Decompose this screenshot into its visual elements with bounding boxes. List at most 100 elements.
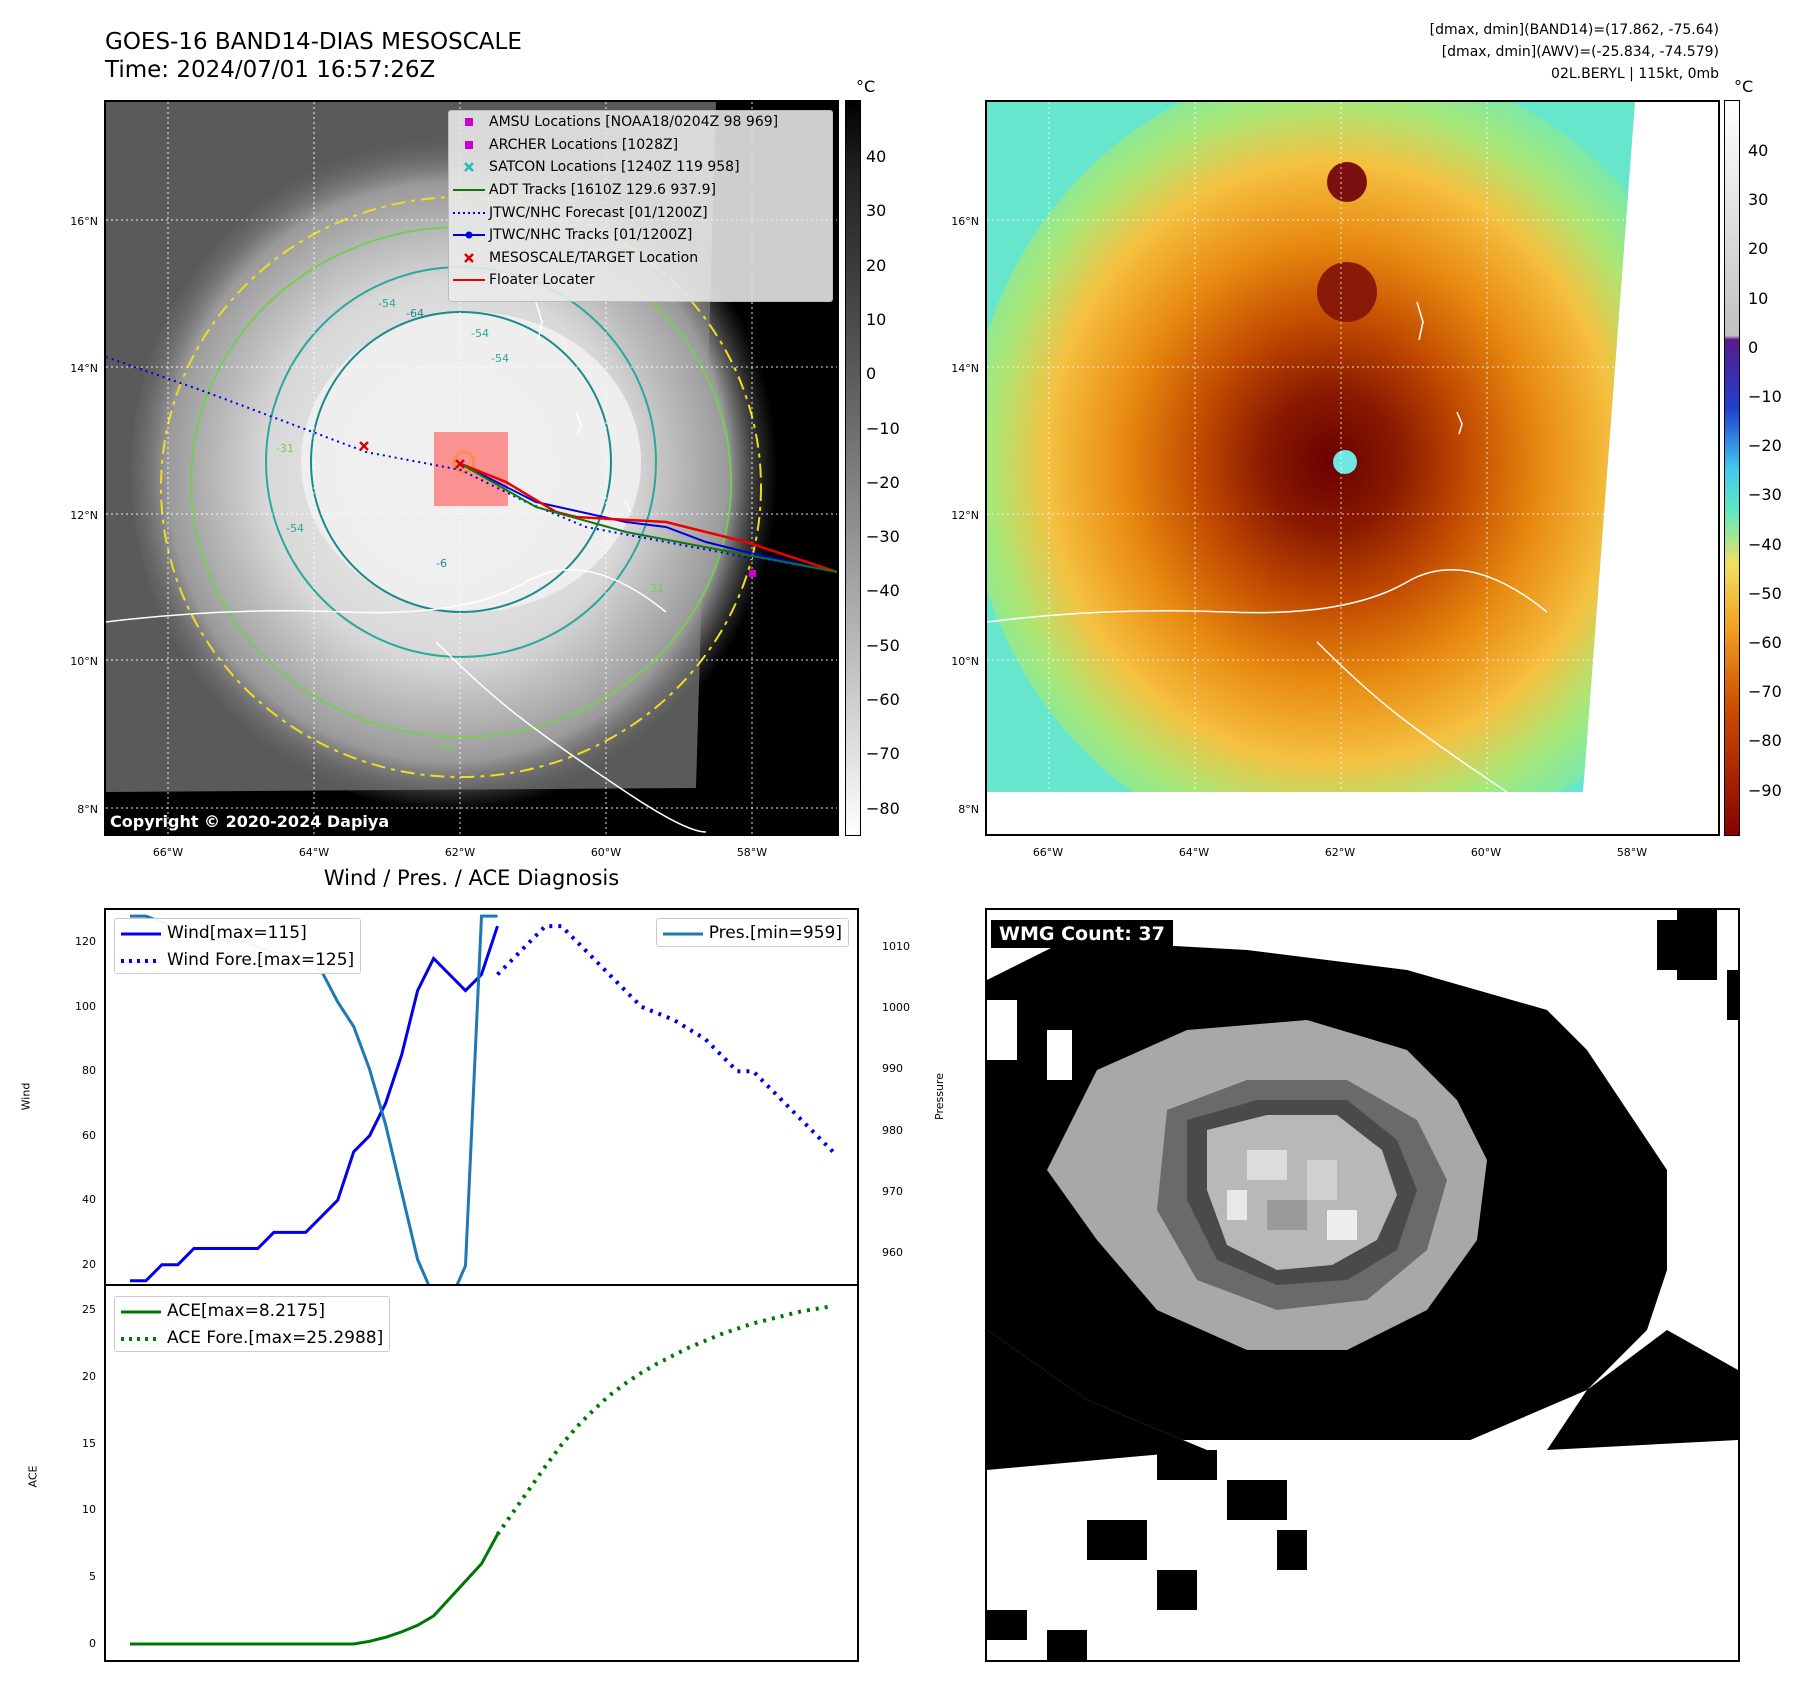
awv-colorbar-tick: −40 xyxy=(1748,534,1782,554)
legend-label: ARCHER Locations [1028Z] xyxy=(489,136,679,153)
contour-label: -54 xyxy=(286,522,304,535)
ir-legend-item: JTWC/NHC Forecast [01/1200Z] xyxy=(449,201,832,224)
ir-colorbar-tick: −40 xyxy=(866,581,900,601)
awv-eye xyxy=(1333,450,1357,474)
legend-label: ADT Tracks [1610Z 129.6 937.9] xyxy=(489,182,716,199)
contour-64 xyxy=(310,311,612,613)
legend-wind: Wind[max=115] xyxy=(167,922,307,943)
ace-tick-label: 25 xyxy=(82,1303,96,1317)
awv-map-image xyxy=(987,102,1635,792)
legend-label: Floater Locater xyxy=(489,272,595,289)
legend-label: SATCON Locations [1240Z 119 958] xyxy=(489,159,740,176)
legend-symbol-icon xyxy=(449,183,489,197)
info-awv-range: [dmax, dmin](AWV)=(-25.834, -74.579) xyxy=(1441,44,1719,60)
ace-tick-label: 15 xyxy=(82,1436,96,1450)
ir-lat-label: 8°N xyxy=(77,803,98,816)
legend-ace-fore: ACE Fore.[max=25.2988] xyxy=(167,1327,384,1348)
awv-coastline xyxy=(987,569,1548,623)
target-markers xyxy=(359,441,465,469)
ir-legend-item: ARCHER Locations [1028Z] xyxy=(449,134,832,157)
ir-colorbar-tick: −50 xyxy=(866,635,900,655)
legend-symbol-icon xyxy=(449,138,489,152)
ir-colorbar-tick: −30 xyxy=(866,527,900,547)
coastline-venezuela xyxy=(435,641,707,833)
pressure-tick-label: 960 xyxy=(882,1246,903,1260)
wmg-image xyxy=(987,910,1738,1660)
ace-ylabel: ACE xyxy=(26,1465,40,1488)
ace-plot xyxy=(130,1304,834,1646)
ir-colorbar-tick: 20 xyxy=(866,255,887,275)
ir-colorbar-tick: 0 xyxy=(866,364,877,384)
ir-colorbar-tick: 10 xyxy=(866,309,887,329)
floater-track xyxy=(460,462,837,574)
awv-colorbar-tick: −60 xyxy=(1748,633,1782,652)
ir-colorbar-unit: °C xyxy=(856,77,876,96)
awv-colorbar-tick: −80 xyxy=(1748,731,1782,751)
awv-colorbar-tick: −30 xyxy=(1748,485,1782,505)
legend-symbol-icon xyxy=(449,160,489,174)
legend-symbol-icon xyxy=(449,228,489,242)
archer-marker xyxy=(749,570,756,577)
wind-tick-label: 40 xyxy=(82,1193,96,1207)
awv-lon-label: 60°W xyxy=(1470,846,1502,859)
awv-colorbar-tick: 10 xyxy=(1748,288,1769,308)
adt-track xyxy=(460,463,837,573)
ir-legend-item: SATCON Locations [1240Z 119 958] xyxy=(449,156,832,179)
ir-map-panel: -54 -54 -54 -64 -54 -31 -31 -31 -6 AMSU … xyxy=(104,100,839,836)
awv-colorbar-tick: 20 xyxy=(1748,239,1769,259)
ace-tick-label: 10 xyxy=(82,1503,96,1517)
copyright: Copyright © 2020-2024 Dapiya xyxy=(110,812,390,831)
ir-colorbar-tick: 40 xyxy=(866,147,887,166)
awv-colorbar-tick: −70 xyxy=(1748,682,1782,702)
ir-colorbar-tick: −10 xyxy=(866,418,900,438)
contour-label: -31 xyxy=(436,742,454,755)
wind-tick-label: 20 xyxy=(82,1257,96,1271)
legend-label: JTWC/NHC Forecast [01/1200Z] xyxy=(489,204,708,221)
awv-colorbar-tick: −50 xyxy=(1748,583,1782,603)
awv-colorbar-tick: −90 xyxy=(1748,780,1782,800)
awv-lat-label: 8°N xyxy=(958,803,979,816)
awv-lat-label: 12°N xyxy=(951,509,979,522)
awv-colorbar xyxy=(1724,100,1740,836)
wind-tick-label: 120 xyxy=(75,935,96,949)
ir-colorbar xyxy=(845,100,861,836)
ace-legend: ACE[max=8.2175] ACE Fore.[max=25.2988] xyxy=(114,1296,391,1352)
coastline-south xyxy=(106,569,667,623)
legend-ace: ACE[max=8.2175] xyxy=(167,1300,325,1321)
pressure-legend: Pres.[min=959] xyxy=(655,918,849,947)
awv-lon-label: 64°W xyxy=(1178,846,1210,859)
contour-label: -31 xyxy=(646,582,664,595)
ace-series-line xyxy=(130,1533,499,1646)
best-track xyxy=(460,463,837,573)
pressure-tick-label: 1000 xyxy=(882,1001,910,1015)
ace-tick-label: 20 xyxy=(82,1369,96,1383)
figure-title: GOES-16 BAND14-DIAS MESOSCALE xyxy=(105,29,522,55)
ace-tick-label: 0 xyxy=(89,1636,96,1650)
wind-tick-label: 60 xyxy=(82,1128,96,1142)
ir-lat-label: 16°N xyxy=(70,215,98,228)
wmg-panel: WMG Count: 37 xyxy=(985,908,1740,1662)
wind-tick-label: 100 xyxy=(75,999,96,1013)
figure-time: Time: 2024/07/01 16:57:26Z xyxy=(105,57,436,83)
pressure-ylabel: Pressure xyxy=(932,1073,946,1120)
forecast-track xyxy=(106,356,837,573)
ir-map-legend: AMSU Locations [NOAA18/0204Z 98 969] ARCH… xyxy=(448,110,833,302)
awv-lat-label: 10°N xyxy=(951,655,979,668)
awv-lat-label: 16°N xyxy=(951,215,979,228)
wind-legend: Wind[max=115] Wind Fore.[max=125] xyxy=(114,918,362,974)
ir-colorbar-tick: −60 xyxy=(866,690,900,709)
legend-symbol-icon xyxy=(449,251,489,265)
ir-colorbar-tick: −80 xyxy=(866,798,900,818)
contour-label: -54 xyxy=(471,327,489,340)
ir-colorbar-tick: −20 xyxy=(866,472,900,492)
legend-symbol-icon xyxy=(449,206,489,220)
ir-lon-label: 66°W xyxy=(152,846,184,859)
wind-tick-label: 80 xyxy=(82,1064,96,1078)
contour-label: -54 xyxy=(491,352,509,365)
pressure-tick-label: 970 xyxy=(882,1185,903,1199)
awv-colorbar-tick: 0 xyxy=(1748,337,1759,357)
islands xyxy=(535,301,631,513)
contour-label: -64 xyxy=(406,307,424,320)
awv-colorbar-unit: °C xyxy=(1734,77,1754,96)
pressure-tick-label: 980 xyxy=(882,1123,903,1137)
